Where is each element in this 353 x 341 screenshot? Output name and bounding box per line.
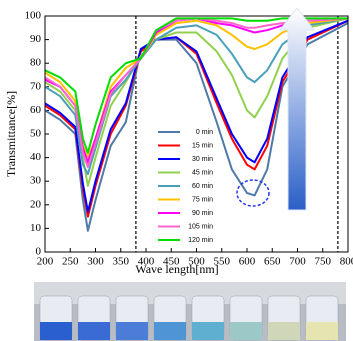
y-tick-label: 40: [30, 151, 42, 163]
legend-label: 0 min: [196, 129, 213, 136]
x-tick-label: 750: [315, 256, 332, 268]
legend-label: 105 min: [188, 223, 213, 230]
x-tick-label: 450: [163, 256, 180, 268]
y-tick-label: 30: [30, 175, 42, 187]
legend-label: 75 min: [192, 196, 213, 203]
x-tick-label: 700: [289, 256, 306, 268]
y-tick-label: 60: [30, 104, 42, 116]
y-tick-label: 80: [30, 57, 42, 69]
legend-label: 120 min: [188, 237, 213, 244]
plot-area: 0 10 20 30 40 50 60 70 80 90 100 200 250 300 350 400 450…: [25, 10, 353, 268]
photo: [34, 282, 346, 341]
x-tick-label: 250: [62, 256, 79, 268]
series-line: [44, 17, 349, 187]
arrow: [278, 7, 316, 211]
y-tick-label: 70: [30, 80, 42, 92]
x-tick-label: 200: [37, 256, 54, 268]
legend-label: 45 min: [192, 169, 213, 176]
x-axis-title: Wave length[nm]: [135, 262, 218, 276]
legend-label: 30 min: [192, 156, 213, 163]
y-tick-label: 0: [36, 246, 42, 258]
highlight-circle: [236, 179, 270, 207]
x-tick-label: 300: [87, 256, 104, 268]
series-line: [44, 19, 349, 213]
x-tick-label: 550: [214, 256, 231, 268]
y-axis-title: Transmittance[%]: [4, 91, 18, 177]
series-line: [44, 17, 348, 154]
series-line: [44, 17, 349, 164]
y-tick-label: 20: [30, 198, 42, 210]
y-tick-label: 10: [30, 222, 42, 234]
x-tick-label: 400: [138, 256, 155, 268]
y-tick-label: 90: [30, 33, 42, 45]
legend-label: 90 min: [192, 210, 213, 217]
y-tick-label: 100: [25, 10, 42, 22]
x-tick-label: 500: [188, 256, 205, 268]
legend-label: 15 min: [192, 142, 213, 149]
legend-label: 60 min: [192, 183, 213, 190]
x-tick-label: 350: [113, 256, 130, 268]
y-tick-label: 50: [30, 128, 42, 140]
x-tick-label: 600: [239, 256, 256, 268]
plot-frame: [44, 15, 349, 253]
x-tick-label: 650: [264, 256, 281, 268]
x-tick-label: 800: [340, 256, 353, 268]
series-line: [44, 17, 349, 176]
series-line: [44, 22, 349, 232]
